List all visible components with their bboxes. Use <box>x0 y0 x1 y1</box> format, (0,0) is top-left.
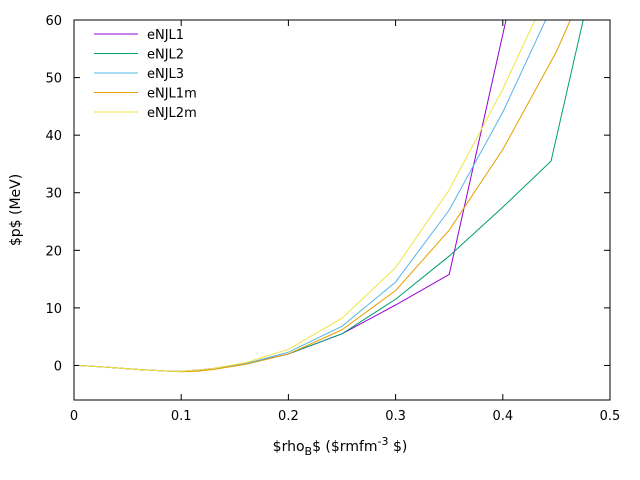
legend-label-eNJL2m: eNJL2m <box>147 106 197 121</box>
legend-label-eNJL1: eNJL1 <box>147 28 184 43</box>
x-axis-label: $rhoB$ ($rmfm-3 $) <box>273 435 408 458</box>
series-line-eNJL2m <box>79 20 536 372</box>
x-tick-label: 0.3 <box>385 409 406 424</box>
plot-frame <box>73 19 611 401</box>
legend-label-eNJL3: eNJL3 <box>147 67 184 82</box>
y-tick-label: 20 <box>45 244 62 259</box>
legend: eNJL1 eNJL2 eNJL3 eNJL1m eNJL2m <box>94 28 197 121</box>
x-tick-label: 0.2 <box>278 409 299 424</box>
x-axis-label-end: $) <box>389 439 408 455</box>
x-tick-label: 0.5 <box>600 409 621 424</box>
x-axis-label-main: $rho <box>273 439 305 455</box>
legend-label-eNJL2: eNJL2 <box>147 48 184 63</box>
y-axis-label: $p$ (MeV) <box>8 174 24 246</box>
x-tick-label: 0.4 <box>492 409 513 424</box>
y-tick-label: 40 <box>45 129 62 144</box>
series-lines <box>79 20 584 373</box>
series-line-eNJL1 <box>79 20 507 372</box>
y-tick-label: 50 <box>45 72 62 87</box>
x-axis-label-sub: B <box>305 445 313 458</box>
legend-label-eNJL1m: eNJL1m <box>147 87 197 102</box>
x-axis-label-sup: -3 <box>378 435 389 448</box>
y-tick-label: 30 <box>45 187 62 202</box>
tick-labels: 0 0.1 0.2 0.3 0.4 0.5 0 10 20 30 40 50 60 <box>45 14 620 424</box>
y-tick-label: 0 <box>54 359 62 374</box>
x-tick-label: 0.1 <box>171 409 192 424</box>
x-axis-label-mid: $ ($rmfm <box>312 439 377 455</box>
y-tick-label: 10 <box>45 302 62 317</box>
y-tick-label: 60 <box>45 14 62 29</box>
x-tick-label: 0 <box>70 409 78 424</box>
